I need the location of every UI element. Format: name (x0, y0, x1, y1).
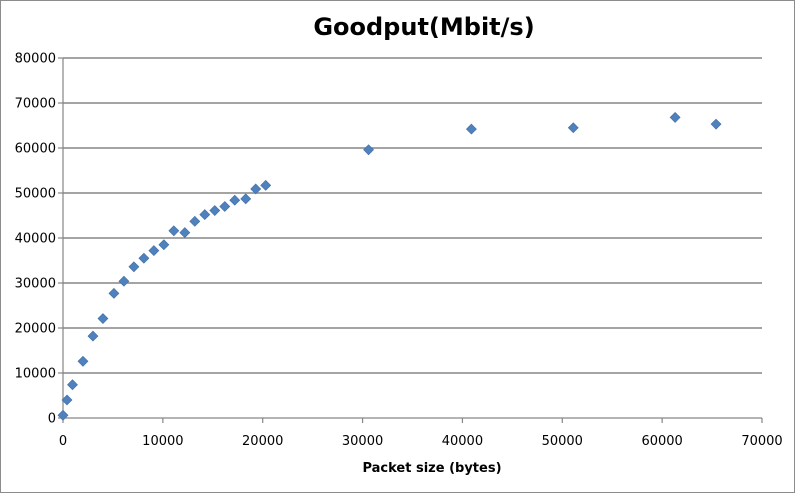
y-tick-label: 0 (48, 412, 56, 427)
data-point (260, 179, 272, 191)
y-tick-label: 40000 (15, 232, 56, 247)
y-tick-label: 10000 (15, 367, 56, 382)
data-point (209, 205, 221, 216)
data-point (168, 225, 180, 237)
data-point (57, 409, 69, 421)
y-tick-label: 80000 (15, 52, 56, 67)
data-point (229, 194, 241, 206)
x-tick-label: 70000 (741, 434, 782, 449)
data-point (710, 118, 722, 130)
y-tick-label: 30000 (15, 277, 56, 292)
y-tick-label: 20000 (15, 322, 56, 337)
data-point (158, 239, 170, 251)
data-point (87, 330, 99, 342)
data-point (77, 355, 89, 367)
data-point (189, 215, 201, 227)
chart-title: Goodput(Mbit/s) (313, 13, 534, 41)
x-tick-label: 10000 (142, 434, 183, 449)
x-tick-label: 60000 (641, 434, 682, 449)
y-tick-labels: 0 10000 20000 30000 40000 50000 60000 70000 8000… (15, 52, 56, 427)
data-point (250, 183, 262, 195)
data-points (57, 111, 722, 421)
data-point (108, 287, 120, 299)
x-tick-label: 50000 (542, 434, 583, 449)
y-tick-label: 70000 (15, 97, 56, 112)
data-point (148, 245, 160, 257)
data-point (128, 261, 140, 273)
data-point (240, 193, 252, 205)
data-point (219, 201, 231, 212)
data-point (199, 209, 211, 221)
y-tick-label: 50000 (15, 187, 56, 202)
x-tick-labels: 0 10000 20000 30000 40000 50000 60000 70000 (59, 434, 783, 449)
data-point (179, 227, 191, 239)
axes (58, 57, 763, 423)
x-tick-label: 20000 (242, 434, 283, 449)
y-tick-label: 60000 (15, 142, 56, 157)
x-tick-label: 0 (59, 434, 67, 449)
data-point (567, 122, 579, 134)
data-point (67, 379, 78, 391)
data-point (363, 144, 374, 156)
data-point (118, 275, 130, 287)
data-point (465, 123, 477, 135)
gridlines (63, 57, 762, 374)
x-axis-label: Packet size (bytes) (362, 461, 501, 476)
data-point (97, 313, 109, 324)
x-tick-label: 30000 (342, 434, 383, 449)
data-point (61, 394, 73, 406)
data-point (138, 252, 150, 264)
data-point (669, 111, 681, 123)
x-tick-label: 40000 (442, 434, 483, 449)
